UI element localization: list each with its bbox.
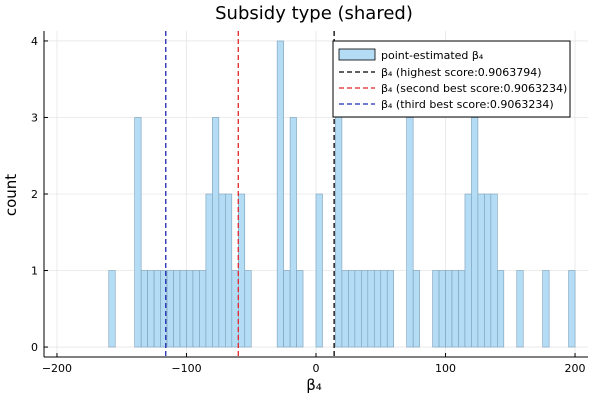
histogram-bar — [458, 270, 466, 348]
histogram-bar — [289, 117, 297, 348]
histogram-bar — [406, 117, 414, 348]
histogram-bar — [445, 270, 453, 348]
histogram-bar — [438, 270, 446, 348]
histogram-bar — [354, 270, 362, 348]
histogram-bar — [361, 270, 369, 348]
score-lines — [165, 31, 335, 357]
histogram-bar — [484, 193, 492, 348]
histogram-bar — [212, 117, 220, 348]
y-tick-label: 2 — [31, 188, 38, 201]
x-tick-label: 100 — [435, 362, 456, 375]
histogram-bar — [244, 270, 252, 348]
legend-swatch-histogram — [338, 48, 376, 61]
legend-label-histogram: point-estimated β₄ — [381, 49, 484, 62]
y-tick-label: 4 — [31, 35, 38, 48]
histogram-bar — [380, 270, 388, 348]
histogram-bar — [490, 193, 498, 348]
axes: −200 −100 0 100 200 0 1 2 3 4 — [31, 31, 588, 375]
histogram-bar — [373, 270, 382, 348]
histogram-bar — [179, 270, 187, 348]
x-tick-label: −100 — [171, 362, 201, 375]
histogram-bar — [140, 270, 148, 348]
histogram-bar — [283, 270, 291, 348]
histogram-bar — [315, 193, 323, 348]
legend-label: β₄ (third best score:0.9063234) — [381, 98, 554, 111]
histogram-bar — [516, 270, 524, 348]
histogram-bar — [218, 193, 226, 348]
histogram-bar — [147, 270, 155, 348]
y-tick-label: 1 — [31, 265, 38, 278]
histogram-bar — [134, 117, 142, 348]
histogram-bar — [237, 193, 246, 348]
histogram-bar — [296, 270, 304, 348]
x-tick-label: −200 — [42, 362, 72, 375]
histogram-bar — [386, 270, 395, 348]
x-tick-label: 200 — [565, 362, 586, 375]
histogram-bar — [497, 270, 505, 348]
histogram-bar — [231, 270, 239, 348]
histogram-bar — [568, 270, 576, 348]
legend-label: β₄ (highest score:0.9063794) — [381, 66, 542, 79]
histogram-bar — [367, 270, 375, 348]
histogram-bar — [471, 117, 479, 348]
legend-label: β₄ (second best score:0.9063234) — [381, 82, 567, 95]
histogram-bar — [166, 270, 174, 348]
histogram-bar — [542, 270, 550, 348]
histogram-bar — [108, 270, 116, 348]
y-tick-label: 0 — [31, 341, 38, 354]
histogram-bar — [173, 270, 181, 348]
histogram-bar — [477, 193, 485, 348]
legend: point-estimated β₄ β₄ (highest score:0.90… — [332, 40, 571, 118]
histogram-bar — [276, 40, 284, 348]
histogram-bar — [225, 193, 233, 348]
histogram-bar — [432, 270, 440, 348]
histogram-bar — [205, 193, 213, 348]
histogram-bar — [199, 270, 207, 348]
histogram-bar — [464, 193, 472, 348]
y-tick-label: 3 — [31, 111, 38, 124]
histogram-bar — [412, 270, 420, 348]
histogram-bar — [192, 270, 200, 348]
chart-title: Subsidy type (shared) — [215, 3, 413, 24]
histogram-bars — [108, 40, 576, 348]
histogram-bar — [348, 270, 356, 348]
x-tick-label: 0 — [313, 362, 320, 375]
histogram-bar — [186, 270, 194, 348]
histogram-bar — [451, 270, 459, 348]
x-axis-label: β₄ — [306, 376, 322, 394]
y-axis-label: count — [2, 174, 20, 216]
histogram-bar — [153, 270, 161, 348]
histogram-bar — [341, 270, 349, 348]
